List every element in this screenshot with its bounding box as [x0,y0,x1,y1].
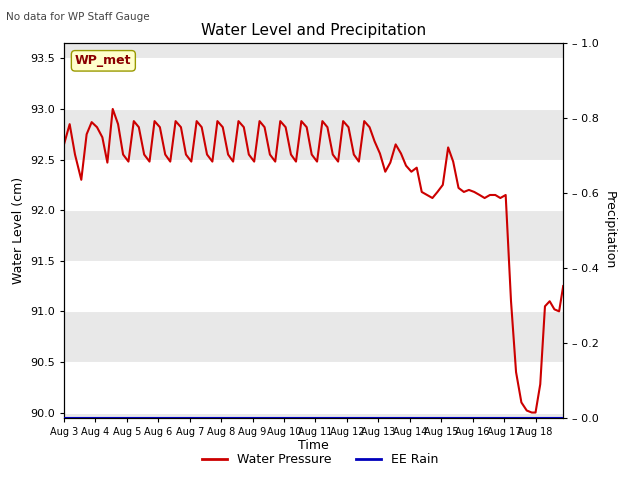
Title: Water Level and Precipitation: Water Level and Precipitation [201,23,426,38]
Y-axis label: Water Level (cm): Water Level (cm) [12,177,24,284]
Text: WP_met: WP_met [75,54,132,67]
Y-axis label: Precipitation: Precipitation [603,191,616,270]
Bar [64,210,563,261]
Text: No data for WP Staff Gauge: No data for WP Staff Gauge [6,12,150,22]
Bar [64,59,563,109]
Legend: Water Pressure, EE Rain: Water Pressure, EE Rain [196,448,444,471]
Bar [64,261,563,312]
Bar [64,109,563,159]
Bar [64,312,563,362]
Bar [64,159,563,210]
Bar [64,362,563,412]
X-axis label: Time: Time [298,439,329,453]
